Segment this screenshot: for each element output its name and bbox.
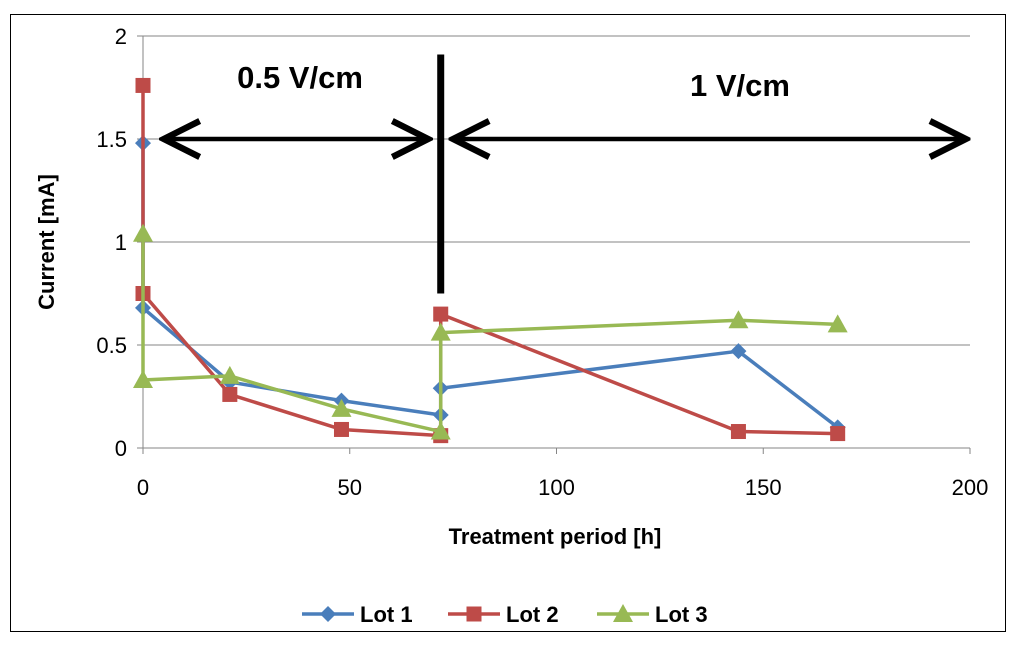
series-lot-2 [135,77,846,444]
data-point [830,426,846,442]
legend: Lot 1 Lot 2 Lot 3 [302,602,708,627]
x-tick-label: 50 [338,475,362,500]
tick-labels: 0 0.5 1 1.5 2 0 50 100 150 200 [96,24,988,500]
legend-item-lot-3: Lot 3 [597,602,708,627]
legend-label: Lot 2 [506,602,559,627]
data-point [433,306,449,322]
y-tick-label: 0 [115,436,127,461]
legend-label: Lot 1 [360,602,413,627]
x-axis-title: Treatment period [h] [449,524,662,549]
data-point [133,223,153,242]
data-point [730,343,747,360]
legend-item-lot-2: Lot 2 [448,602,559,627]
series-lot-1 [135,135,846,436]
data-point [331,398,352,417]
series-lot-3 [133,223,848,440]
x-tick-label: 0 [137,475,149,500]
data-point [222,386,238,402]
y-tick-label: 0.5 [96,333,127,358]
x-tick-label: 200 [952,475,989,500]
data-point [728,310,749,329]
phase2-label: 1 V/cm [690,68,790,103]
y-tick-label: 1 [115,230,127,255]
series-line [141,233,838,434]
data-point [133,370,153,389]
phase1-label: 0.5 V/cm [237,60,363,95]
x-tick-label: 150 [745,475,782,500]
data-point [135,77,151,93]
legend-label: Lot 3 [655,602,708,627]
data-point [827,314,848,333]
data-point [430,421,451,440]
series-line [141,85,838,438]
legend-marker [320,606,336,622]
data-series [133,77,848,444]
y-axis-title: Current [mA] [34,174,59,310]
legend-marker [613,604,633,622]
x-tick-label: 100 [538,475,575,500]
data-point [333,421,349,437]
y-tick-label: 2 [115,24,127,49]
axes [137,35,971,454]
series-line [141,143,839,429]
legend-marker [466,606,482,622]
data-point [219,365,240,384]
legend-item-lot-1: Lot 1 [302,602,413,627]
data-point [430,322,451,341]
y-tick-label: 1.5 [96,127,127,152]
annotations: 0.5 V/cm 1 V/cm [164,54,966,294]
data-point [730,424,746,440]
